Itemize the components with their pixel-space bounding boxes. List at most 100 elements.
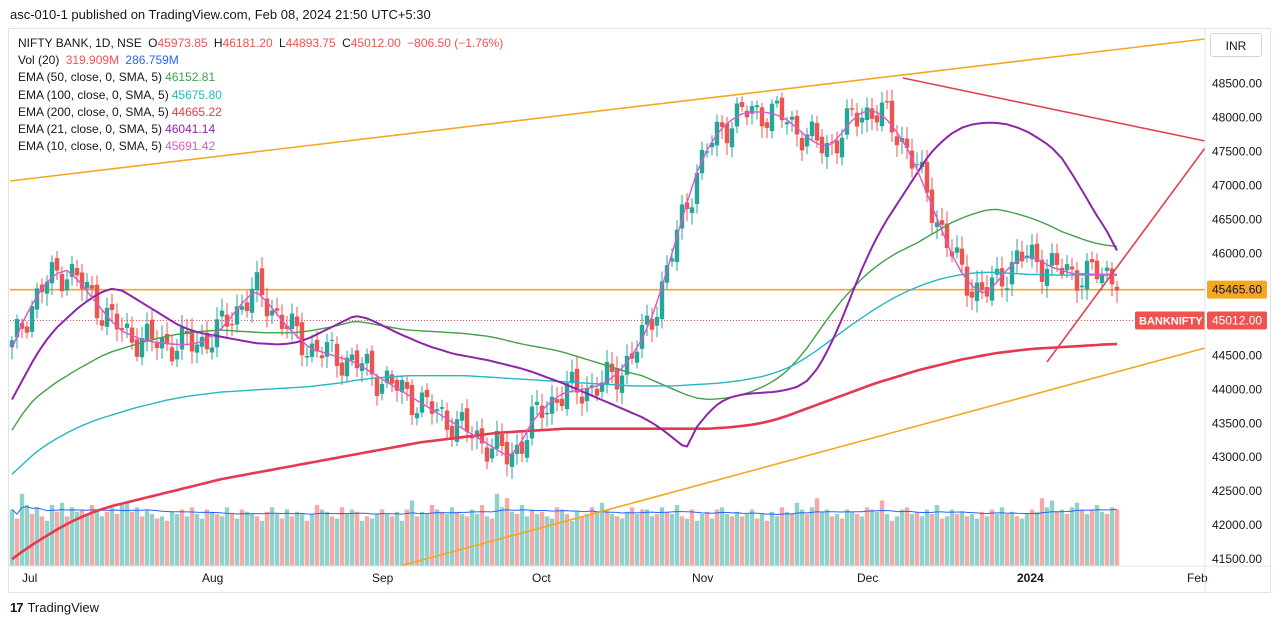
candle-body	[604, 361, 610, 385]
candle-body	[1094, 260, 1100, 280]
y-tick-label: 44500.00	[1212, 348, 1262, 362]
volume-bar	[374, 514, 380, 566]
candle-body	[244, 302, 250, 312]
volume-bar	[119, 505, 125, 566]
candle-body	[484, 447, 490, 462]
volume-bar	[819, 511, 825, 566]
candle-body	[669, 258, 675, 262]
volume-bar	[764, 520, 770, 566]
volume-bar	[779, 507, 785, 566]
symbol-tag-text: BANKNIFTY	[1139, 315, 1203, 327]
candle-body	[569, 371, 575, 384]
candle-body	[369, 350, 375, 375]
candle-body	[504, 441, 510, 465]
candle-body	[684, 202, 690, 210]
candle-body	[779, 97, 785, 121]
volume-bar	[79, 509, 85, 566]
candle-body	[804, 134, 810, 147]
volume-bar	[24, 505, 30, 566]
volume-bar	[784, 511, 790, 566]
volume-bar	[354, 511, 360, 566]
candle-body	[989, 277, 995, 301]
candle-body	[689, 207, 695, 214]
ema-value: 46041.14	[165, 122, 216, 137]
candle-body	[204, 332, 210, 350]
candle-body	[749, 106, 755, 114]
volume-bar	[994, 514, 1000, 566]
x-tick-label: Oct	[532, 571, 551, 585]
candle-body	[259, 268, 265, 295]
volume-bar	[1094, 505, 1100, 566]
volume-bar	[1104, 514, 1110, 566]
candle-body	[179, 327, 185, 350]
candle-body	[884, 101, 890, 103]
last-price-label	[1207, 311, 1267, 330]
volume-bar	[624, 511, 630, 566]
volume-bar	[224, 507, 230, 566]
volume-bar	[474, 514, 480, 566]
candle-body	[404, 382, 410, 389]
candle-body	[454, 419, 460, 442]
volume-bar	[144, 509, 150, 566]
volume-bar	[349, 509, 355, 566]
volume-bar	[459, 514, 465, 566]
candle-body	[409, 384, 415, 415]
candle-body	[869, 108, 875, 119]
volume-bar	[239, 509, 245, 566]
volume-label: Vol (20)	[18, 53, 60, 68]
volume-bar	[339, 507, 345, 566]
high-label: H	[213, 36, 223, 50]
volume-bar	[54, 511, 60, 566]
candle-body	[99, 320, 105, 326]
candle-body	[354, 350, 360, 369]
volume-bar	[269, 507, 275, 566]
candle-body	[319, 355, 325, 359]
volume-bar	[64, 516, 70, 566]
volume-bar	[589, 507, 595, 566]
candle-body	[674, 229, 680, 263]
candle-body	[824, 142, 830, 157]
volume-bar	[1019, 518, 1025, 566]
volume-bar	[724, 514, 730, 566]
legend-ema-100[interactable]: EMA (100, close, 0, SMA, 5) 45675.80	[18, 87, 503, 104]
volume-bar	[284, 509, 290, 566]
legend-ema-50[interactable]: EMA (50, close, 0, SMA, 5) 46152.81	[18, 69, 503, 86]
last-price-text: 45012.00	[1212, 313, 1262, 327]
candle-body	[44, 281, 50, 294]
candle-body	[979, 282, 985, 290]
footer-branding[interactable]: 17 TradingView	[10, 600, 99, 615]
volume-bar	[989, 509, 995, 566]
volume-bar	[1079, 509, 1085, 566]
volume-bar	[1059, 509, 1065, 566]
legend-volume[interactable]: Vol (20) 319.909M 286.759M	[18, 52, 503, 69]
volume-bar	[789, 514, 795, 566]
symbol-name[interactable]: NIFTY BANK, 1D, NSE	[18, 36, 142, 50]
candle-body	[149, 319, 155, 340]
candle-body	[389, 374, 395, 384]
volume-bar	[814, 498, 820, 566]
candle-body	[539, 405, 545, 418]
volume-bar	[259, 520, 265, 566]
legend-ema-200[interactable]: EMA (200, close, 0, SMA, 5) 44665.22	[18, 104, 503, 121]
volume-bar	[484, 516, 490, 566]
volume-bar	[499, 507, 505, 566]
candle-body	[924, 162, 930, 193]
candle-body	[379, 383, 385, 394]
candle-body	[229, 324, 235, 326]
currency-button[interactable]: INR	[1210, 33, 1262, 57]
volume-bar	[124, 502, 130, 566]
volume-bar	[684, 518, 690, 566]
candle-body	[784, 122, 790, 125]
volume-bar	[69, 507, 75, 566]
volume-value-2: 286.759M	[125, 53, 179, 68]
volume-bar	[529, 509, 535, 566]
legend-ema-10[interactable]: EMA (10, close, 0, SMA, 5) 45691.42	[18, 138, 503, 155]
chart-frame[interactable]	[8, 28, 1271, 593]
volume-bar	[564, 514, 570, 566]
candle-body	[14, 318, 20, 338]
volume-bar	[799, 509, 805, 566]
legend-ema-21[interactable]: EMA (21, close, 0, SMA, 5) 46041.14	[18, 121, 503, 138]
volume-bar	[1024, 514, 1030, 566]
volume-bar	[739, 516, 745, 566]
